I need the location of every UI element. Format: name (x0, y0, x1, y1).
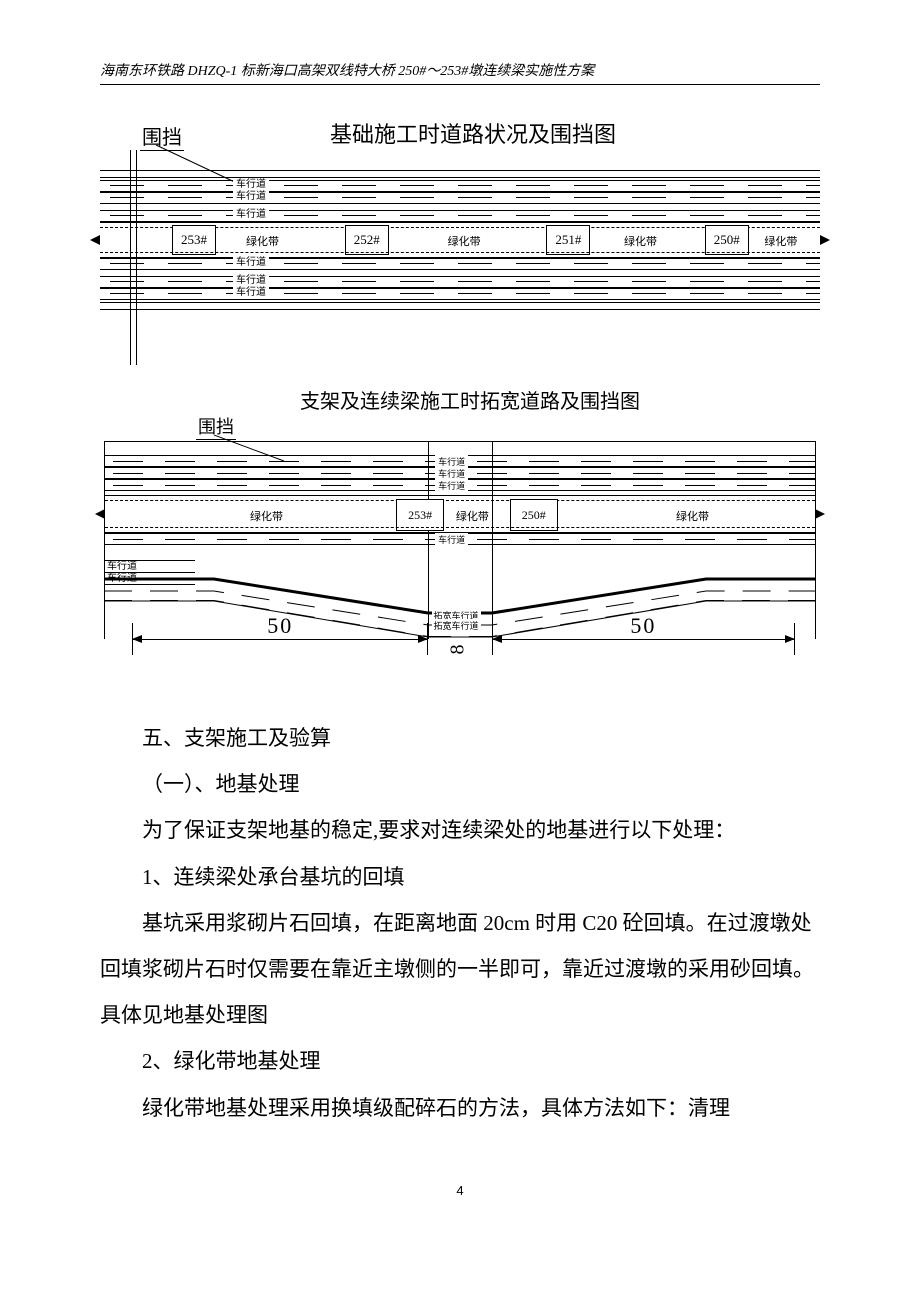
d1-green-label: 绿化带 (244, 233, 281, 249)
page-header: 海南东环铁路 DHZQ-1 标新海口高架双线特大桥 250#～253#墩连续梁实… (100, 60, 820, 85)
d2-vert-dim: 8 (446, 645, 469, 655)
paragraph: 为了保证支架地基的稳定,要求对连续梁处的地基进行以下处理： (100, 807, 820, 853)
d1-green-label: 绿化带 (762, 233, 799, 249)
d2-ext-lane-label: 拓宽车行道 (432, 619, 481, 632)
d1-lane: 车行道 (100, 192, 820, 204)
d2-dim-left: 50 (132, 639, 428, 657)
d1-green-belt: 253# 252# 251# 250# 绿化带 绿化带 绿化带 绿化带 (100, 222, 820, 258)
paragraph: 基坑采用浆砌片石回填，在距离地面 20cm 时用 C20 砼回填。在过渡墩处回填… (100, 900, 820, 1039)
d1-pier-252: 252# (345, 225, 389, 255)
d1-lanes: 车行道 车行道 车行道 253# 252# 251# 250# 绿化带 绿化带 … (100, 170, 820, 310)
paragraph: 绿化带地基处理采用换填级配碎石的方法，具体方法如下：清理 (100, 1085, 820, 1131)
body-text: 五、支架施工及验算 （一）、地基处理 为了保证支架地基的稳定,要求对连续梁处的地… (100, 715, 820, 1131)
item-heading: 2、绿化带地基处理 (100, 1038, 820, 1084)
d1-lane-label: 车行道 (233, 287, 269, 299)
d1-pier-253: 253# (172, 225, 216, 255)
d2-title: 支架及连续梁施工时拓宽道路及围挡图 (300, 385, 640, 414)
item-heading: 1、连续梁处承台基坑的回填 (100, 854, 820, 900)
subsection-heading: （一）、地基处理 (100, 761, 820, 807)
d1-lane: 车行道 (100, 288, 820, 300)
diagram-2: 支架及连续梁施工时拓宽道路及围挡图 围挡 车行道 车行道 车行道 253# 25… (100, 385, 820, 675)
arrow-right-icon (815, 509, 825, 519)
d1-pier-251: 251# (546, 225, 590, 255)
d1-lane-label: 车行道 (233, 179, 269, 191)
d1-lane-label: 车行道 (233, 191, 269, 203)
d2-dim-right: 50 (492, 639, 795, 657)
d1-lane: 车行道 (100, 210, 820, 222)
d1-lane: 车行道 (100, 276, 820, 288)
d1-green-label: 绿化带 (446, 233, 483, 249)
section-heading: 五、支架施工及验算 (100, 715, 820, 761)
d1-lane: 车行道 (100, 180, 820, 192)
d2-dim-left-value: 50 (259, 613, 301, 640)
page-number: 4 (100, 1183, 820, 1198)
arrow-right-icon (820, 235, 830, 245)
d1-green-label: 绿化带 (622, 233, 659, 249)
diagram-1: 围挡 基础施工时道路状况及围挡图 车行道 车行道 车行道 253# 252# 2… (100, 115, 820, 345)
d1-lane-label: 车行道 (233, 275, 269, 287)
d2-frame: 车行道 车行道 车行道 253# 250# 绿化带 绿化带 绿化带 车行道 车行… (104, 441, 816, 667)
d2-dim-right-value: 50 (622, 613, 664, 640)
d1-lane: 车行道 (100, 258, 820, 270)
d1-title: 基础施工时道路状况及围挡图 (330, 117, 616, 149)
d1-lane-label: 车行道 (233, 209, 269, 221)
d1-lane-label: 车行道 (233, 257, 269, 269)
arrow-left-icon (90, 235, 100, 245)
d1-pier-250: 250# (705, 225, 749, 255)
d2-slope-lines: 拓宽车行道 拓宽车行道 (104, 441, 816, 667)
